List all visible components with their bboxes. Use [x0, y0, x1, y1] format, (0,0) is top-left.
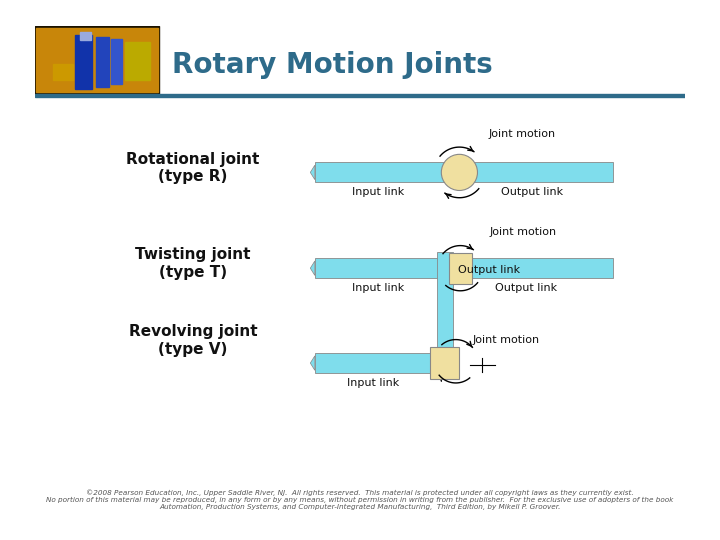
- Bar: [315, 353, 431, 373]
- Text: Output link: Output link: [500, 187, 563, 197]
- Text: Input link: Input link: [348, 377, 400, 388]
- Bar: [125, 42, 150, 80]
- Text: Twisting joint
(type T): Twisting joint (type T): [135, 247, 251, 280]
- Text: Joint motion: Joint motion: [472, 335, 539, 346]
- Bar: [315, 258, 449, 278]
- Bar: [37, 28, 158, 92]
- Text: Rotary Motion Joints: Rotary Motion Joints: [172, 51, 492, 79]
- Text: Rotational joint
(type R): Rotational joint (type R): [126, 152, 259, 184]
- Bar: [431, 347, 459, 379]
- Text: Output link: Output link: [495, 282, 557, 293]
- Bar: [35, 26, 159, 94]
- Bar: [437, 252, 453, 347]
- Bar: [459, 163, 613, 183]
- Polygon shape: [310, 261, 315, 275]
- Text: Joint motion: Joint motion: [488, 130, 555, 139]
- Text: ©2008 Pearson Education, Inc., Upper Saddle River, NJ.  All rights reserved.  Th: ©2008 Pearson Education, Inc., Upper Sad…: [46, 489, 674, 510]
- Bar: [35, 94, 685, 97]
- Text: Joint motion: Joint motion: [489, 227, 557, 237]
- Circle shape: [441, 154, 477, 191]
- Text: Input link: Input link: [352, 282, 404, 293]
- Bar: [76, 35, 91, 89]
- Text: Input link: Input link: [352, 187, 404, 197]
- Polygon shape: [310, 356, 315, 370]
- Bar: [80, 32, 91, 39]
- Bar: [315, 163, 459, 183]
- Bar: [112, 39, 122, 84]
- Polygon shape: [310, 165, 315, 180]
- Text: Revolving joint
(type V): Revolving joint (type V): [128, 325, 257, 357]
- Bar: [472, 258, 613, 278]
- Bar: [53, 64, 73, 80]
- Text: Output link: Output link: [458, 265, 520, 275]
- Bar: [96, 37, 109, 86]
- Bar: [449, 253, 472, 284]
